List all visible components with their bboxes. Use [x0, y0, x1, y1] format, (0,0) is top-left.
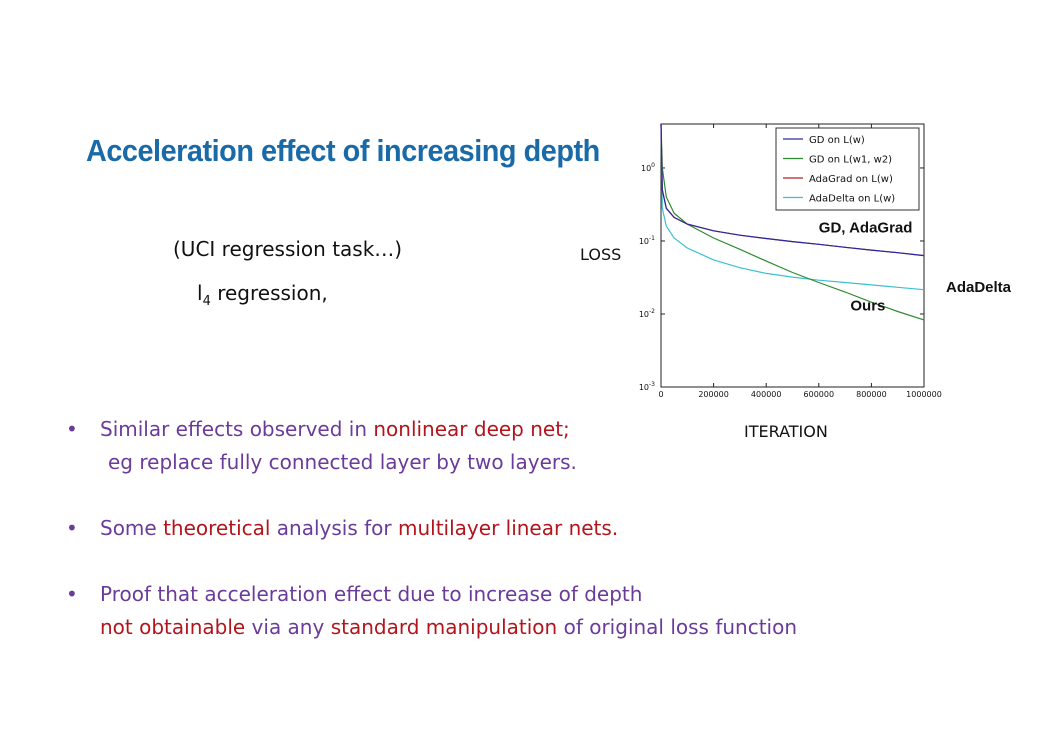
bullet-item: • Some theoretical analysis for multilaye…: [66, 512, 966, 545]
series-line: [660, 123, 925, 321]
bullet-line: Similar effects observed in nonlinear de…: [100, 413, 966, 446]
highlighted-text: multilayer linear nets.: [398, 516, 619, 540]
y-tick-exponent: 0: [651, 162, 655, 169]
legend-label: GD on L(w1, w2): [809, 155, 892, 166]
y-tick-exponent: -1: [649, 235, 655, 242]
x-tick-label: 1000000: [906, 390, 942, 399]
bullet-dot-icon: •: [66, 516, 78, 540]
bullet-dot-icon: •: [66, 582, 78, 606]
annotation-adadelta: AdaDelta: [946, 279, 1012, 296]
legend-label: AdaGrad on L(w): [809, 174, 893, 185]
bullet-line: Some theoretical analysis for multilayer…: [100, 512, 966, 545]
chart-annotation: Ours: [850, 297, 885, 314]
highlighted-text: not obtainable: [100, 615, 246, 639]
regression-prefix: l: [197, 281, 203, 305]
series-line: [660, 123, 925, 291]
chart-annotations: GD, AdaGrad Ours: [819, 220, 913, 315]
bullet-line: eg replace fully connected layer by two …: [100, 446, 966, 479]
y-tick-label: 10-3: [639, 381, 655, 392]
y-axis-caption: LOSS: [580, 245, 622, 264]
bullet-text: via any: [245, 615, 331, 639]
regression-label: l4 regression,: [197, 281, 328, 309]
bullet-text: Some: [100, 516, 164, 540]
y-tick-label: 100: [641, 162, 655, 173]
y-tick-exponent: -2: [649, 308, 655, 315]
x-tick-label: 600000: [804, 390, 835, 399]
bullet-line: not obtainable via any standard manipula…: [100, 611, 966, 644]
highlighted-text: nonlinear deep net;: [373, 417, 570, 441]
x-tick-label: 0: [658, 390, 663, 399]
legend-label: AdaDelta on L(w): [809, 194, 895, 205]
bullet-item: • Proof that acceleration effect due to i…: [66, 578, 966, 644]
bullet-line: Proof that acceleration effect due to in…: [100, 578, 966, 611]
x-tick-label: 800000: [856, 390, 887, 399]
legend-label: GD on L(w): [809, 135, 865, 146]
y-tick-base: 10: [639, 310, 649, 319]
legend-box: [775, 127, 920, 211]
bullet-text: analysis for: [270, 516, 398, 540]
y-tick-exponent: -3: [649, 381, 655, 388]
task-description: (UCI regression task…): [173, 237, 403, 261]
x-tick-label: 200000: [698, 390, 729, 399]
bullet-text: Proof that acceleration effect due to in…: [100, 582, 643, 606]
y-tick-base: 10: [641, 164, 651, 173]
regression-subscript: 4: [202, 294, 211, 309]
y-tick-base: 10: [639, 237, 649, 246]
y-tick-label: 10-2: [639, 308, 655, 319]
highlighted-text: standard manipulation: [330, 615, 558, 639]
series-line: [660, 123, 925, 257]
x-axis-caption: ITERATION: [744, 422, 828, 441]
x-tick-label: 400000: [751, 390, 782, 399]
slide-title: Acceleration effect of increasing depth: [86, 133, 600, 168]
y-tick-label: 10-1: [639, 235, 655, 246]
bullet-item: • Similar effects observed in nonlinear d…: [66, 413, 966, 479]
bullet-text: of original loss function: [557, 615, 798, 639]
legend: GD on L(w) GD on L(w1, w2) AdaGrad on L(w)…: [775, 127, 920, 211]
y-tick-base: 10: [639, 383, 649, 392]
bullet-dot-icon: •: [66, 417, 78, 441]
bullet-list: • Similar effects observed in nonlinear d…: [66, 413, 966, 677]
regression-suffix: regression,: [210, 281, 328, 305]
bullet-text: Similar effects observed in: [100, 417, 374, 441]
bullet-text: eg replace fully connected layer by two …: [108, 450, 577, 474]
x-ticks: 0 200000 400000 600000 800000 1000000: [658, 124, 942, 399]
highlighted-text: theoretical: [163, 516, 271, 540]
series-lines: [660, 123, 925, 321]
chart-annotation: GD, AdaGrad: [819, 220, 913, 237]
